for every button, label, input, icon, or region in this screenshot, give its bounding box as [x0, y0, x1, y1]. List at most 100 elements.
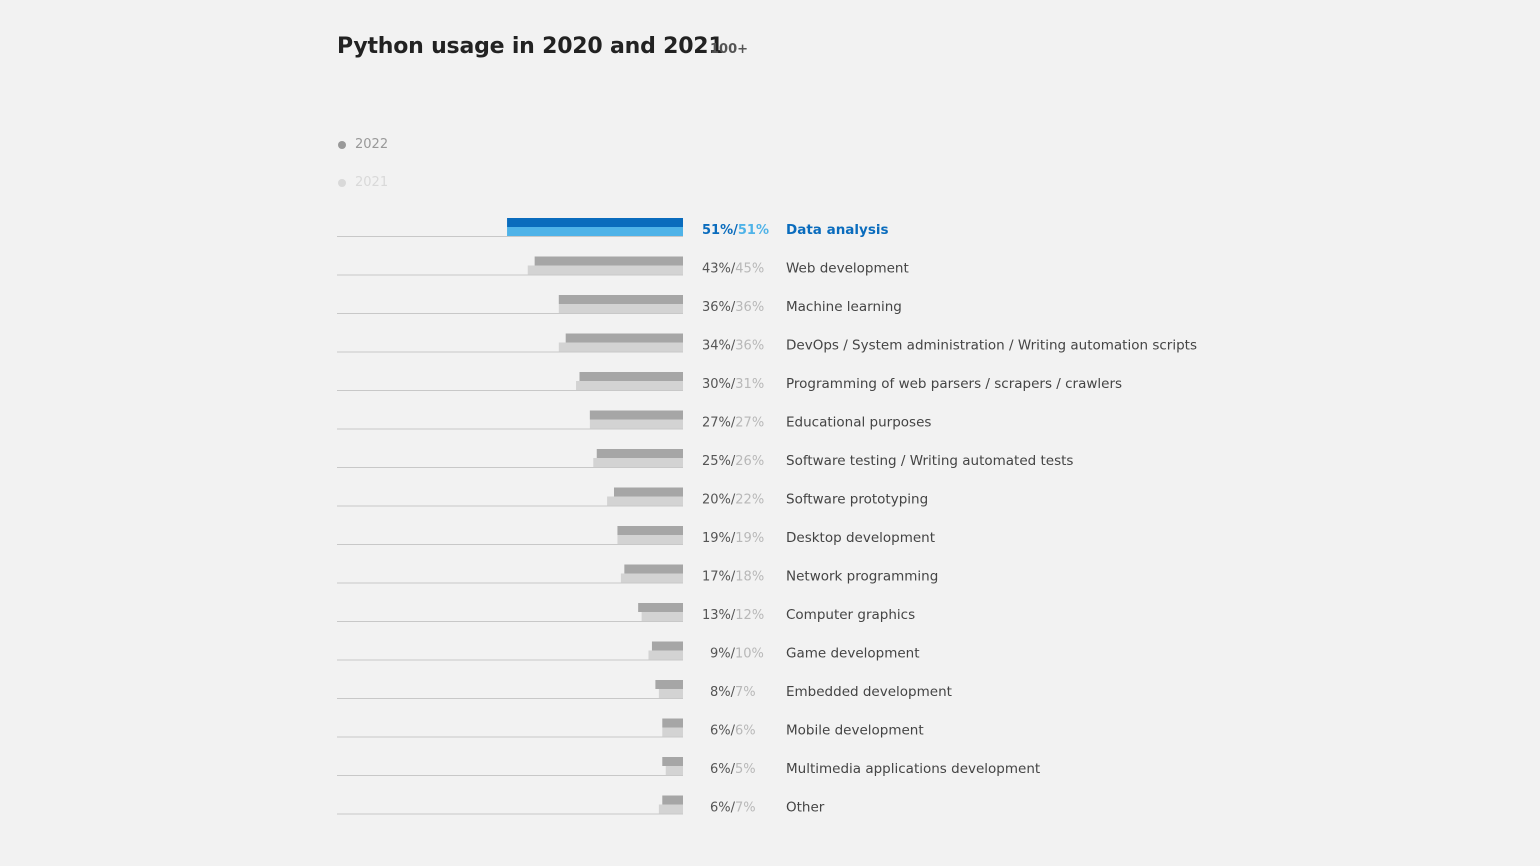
value-label: 19%/19% [702, 531, 764, 546]
category-label: Other [786, 800, 825, 816]
bar-2021 [527, 265, 683, 275]
category-label: Machine learning [786, 299, 902, 315]
value-2022: 51%/ [702, 223, 738, 238]
bar-2022 [624, 564, 683, 574]
value-label: 6%/6% [710, 724, 756, 739]
bar-2022 [558, 295, 683, 304]
bar-2022 [579, 372, 683, 381]
category-label: Software testing / Writing automated tes… [786, 453, 1073, 469]
bar-2021 [576, 381, 683, 390]
bar-2022 [614, 487, 683, 497]
bar-2021 [558, 342, 683, 352]
value-2022: 6%/ [710, 724, 736, 739]
bar-2022 [534, 256, 683, 266]
bar-2021 [648, 650, 683, 660]
bar-2021 [658, 689, 683, 698]
legend-label: 2021 [355, 175, 389, 190]
value-label: 6%/7% [710, 801, 756, 816]
value-label: 8%/7% [710, 685, 756, 700]
category-label: Web development [786, 261, 909, 277]
bar-2021 [620, 573, 683, 583]
bar-2022 [662, 757, 683, 766]
value-2022: 25%/ [702, 454, 736, 469]
legend-label: 2022 [355, 137, 389, 152]
category-label: DevOps / System administration / Writing… [786, 338, 1197, 354]
value-2021: 45% [735, 262, 764, 277]
value-2021: 18% [735, 570, 764, 585]
value-label: 36%/36% [702, 300, 764, 315]
bar-2021 [558, 304, 683, 313]
value-label: 30%/31% [702, 377, 764, 392]
value-2022: 43%/ [702, 262, 736, 277]
value-2022: 34%/ [702, 339, 736, 354]
bar-2022 [651, 641, 683, 651]
bar-2021 [593, 458, 683, 467]
value-2022: 20%/ [702, 493, 736, 508]
value-label: 51%/51% [702, 223, 769, 238]
bar-2021 [665, 766, 683, 775]
value-2022: 30%/ [702, 377, 736, 392]
bar-2022 [655, 680, 683, 689]
value-label: 43%/45% [702, 262, 764, 277]
bar-2021 [607, 496, 683, 506]
value-2021: 36% [735, 339, 764, 354]
chart-title: Python usage in 2020 and 2021 [337, 34, 724, 59]
value-2021: 22% [735, 493, 764, 508]
value-label: 34%/36% [702, 339, 764, 354]
bar-2022 [589, 410, 683, 420]
bar-2021 [658, 804, 683, 814]
value-2022: 6%/ [710, 801, 736, 816]
category-label: Embedded development [786, 684, 952, 700]
bar-2021 [589, 419, 683, 429]
value-2021: 51% [738, 223, 769, 238]
value-2022: 8%/ [710, 685, 736, 700]
category-label: Educational purposes [786, 415, 931, 431]
category-label: Multimedia applications development [786, 761, 1040, 777]
bar-2021 [617, 535, 683, 544]
value-label: 25%/26% [702, 454, 764, 469]
value-2021: 6% [735, 724, 756, 739]
bar-2022 [662, 718, 683, 728]
value-2021: 19% [735, 531, 764, 546]
value-2021: 10% [735, 647, 764, 662]
value-2021: 7% [735, 801, 756, 816]
value-label: 9%/10% [710, 647, 764, 662]
category-label: Programming of web parsers / scrapers / … [786, 376, 1122, 392]
value-2021: 26% [735, 454, 764, 469]
value-2021: 5% [735, 762, 756, 777]
bar-2021 [662, 727, 683, 737]
value-2021: 12% [735, 608, 764, 623]
bar-2022 [617, 526, 683, 535]
value-2022: 13%/ [702, 608, 736, 623]
value-2021: 7% [735, 685, 756, 700]
category-label: Game development [786, 646, 920, 662]
bar-2022 [596, 449, 683, 458]
value-2022: 27%/ [702, 416, 736, 431]
legend-dot-icon [338, 140, 346, 149]
bar-2022 [565, 333, 683, 343]
value-2021: 27% [735, 416, 764, 431]
respondents-badge: 100+ [710, 42, 749, 57]
category-label: Data analysis [786, 222, 889, 238]
value-2021: 36% [735, 300, 764, 315]
value-2022: 19%/ [702, 531, 736, 546]
category-label: Computer graphics [786, 607, 915, 623]
category-label: Network programming [786, 569, 938, 585]
value-label: 20%/22% [702, 493, 764, 508]
value-label: 17%/18% [702, 570, 764, 585]
legend-dot-icon [338, 178, 346, 187]
legend-item-2022[interactable]: 2022 [338, 137, 388, 152]
bar-2022 [638, 603, 683, 612]
legend-item-2021[interactable]: 2021 [338, 175, 388, 190]
bar-2022 [507, 218, 683, 227]
value-2022: 36%/ [702, 300, 736, 315]
category-label: Software prototyping [786, 492, 928, 508]
bar-2021 [507, 227, 683, 236]
value-label: 6%/5% [710, 762, 756, 777]
value-label: 13%/12% [702, 608, 764, 623]
value-2022: 17%/ [702, 570, 736, 585]
value-2022: 6%/ [710, 762, 736, 777]
category-label: Desktop development [786, 530, 935, 546]
value-2022: 9%/ [710, 647, 736, 662]
